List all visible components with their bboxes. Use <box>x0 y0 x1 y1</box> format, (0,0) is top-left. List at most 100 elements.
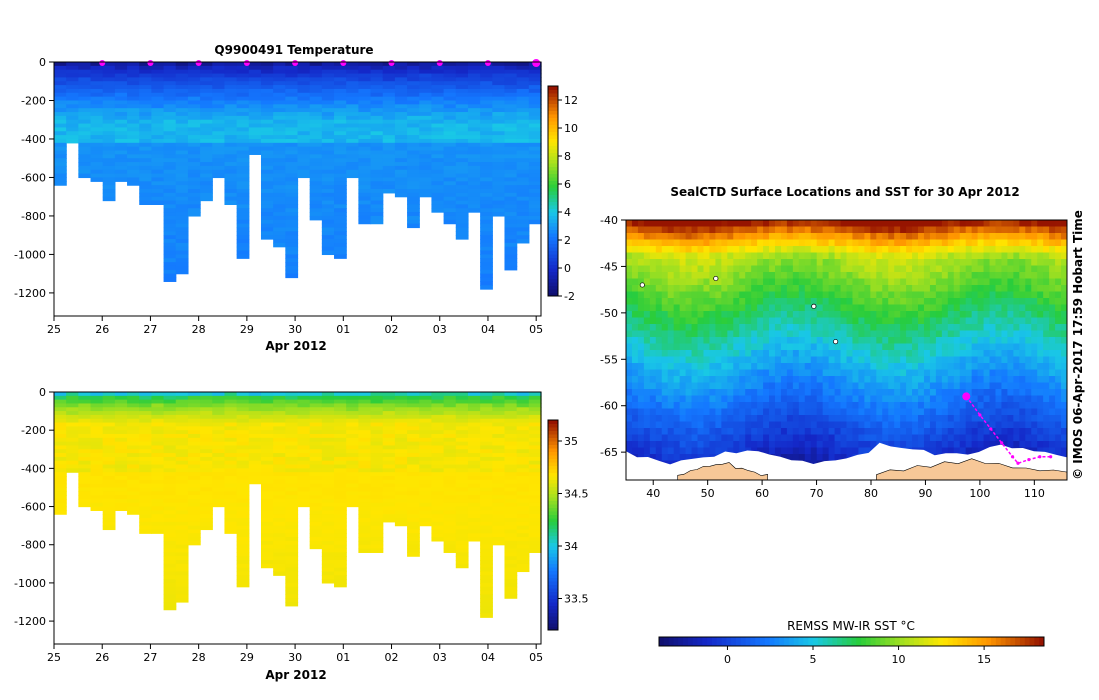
profile-cell <box>516 468 530 473</box>
profile-cell <box>394 422 408 427</box>
sst-cell <box>798 220 806 227</box>
profile-cell <box>273 552 286 557</box>
profile-cell <box>224 525 238 531</box>
profile-cell <box>492 414 506 420</box>
sst-cell <box>703 239 710 247</box>
profile-cell <box>90 142 104 148</box>
sst-cell <box>918 272 925 279</box>
sst-cell <box>715 330 722 338</box>
sst-cell <box>1013 246 1020 253</box>
profile-cell <box>370 529 384 534</box>
profile-cell <box>175 119 189 125</box>
profile-cell <box>321 154 335 159</box>
profile-cell <box>455 85 469 90</box>
profile-cell <box>309 119 323 125</box>
profile-cell <box>394 146 408 152</box>
sst-cell <box>649 278 657 286</box>
profile-cell <box>334 468 347 473</box>
profile-cell <box>127 456 140 462</box>
profile-cell <box>187 487 201 492</box>
profile-cell <box>236 246 250 252</box>
profile-cell <box>139 403 153 408</box>
sst-cell <box>935 239 943 247</box>
profile-cell <box>334 441 347 447</box>
profile-cell <box>54 177 67 182</box>
sst-cell <box>703 324 710 331</box>
sst-cell <box>792 298 800 305</box>
sst-cell <box>757 239 764 247</box>
profile-cell <box>90 81 104 86</box>
profile-cell <box>370 540 384 546</box>
profile-cell <box>455 112 469 117</box>
profile-cell <box>66 92 79 98</box>
profile-cell <box>163 430 177 435</box>
sst-cell <box>631 291 639 299</box>
profile-cell <box>236 104 250 109</box>
sst-cell <box>1013 343 1020 351</box>
colorbar-swatch <box>548 609 558 613</box>
sst-cell <box>816 259 824 266</box>
profile-cell <box>90 426 104 431</box>
profile-cell <box>431 472 445 477</box>
profile-cell <box>321 223 335 229</box>
sst-cell <box>888 220 895 227</box>
sst-cell <box>786 220 794 227</box>
sst-cell <box>828 220 836 227</box>
profile-cell <box>443 510 457 515</box>
profile-cell <box>480 411 493 416</box>
profile-cell <box>285 430 299 435</box>
profile-cell <box>516 231 530 236</box>
sst-cell <box>685 304 693 312</box>
profile-cell <box>297 96 311 102</box>
profile-cell <box>260 506 274 511</box>
sst-cell <box>864 239 871 247</box>
sst-cell <box>870 304 877 312</box>
profile-cell <box>407 540 420 546</box>
profile-cell <box>504 430 518 435</box>
sst-cell <box>727 337 734 344</box>
profile-cell <box>78 498 92 504</box>
colorbar-swatch <box>548 110 558 115</box>
profile-cell <box>236 510 250 515</box>
profile-cell <box>321 138 335 144</box>
profile-cell <box>480 613 493 618</box>
profile-cell <box>407 69 420 75</box>
sst-cell <box>1055 285 1062 292</box>
profile-cell <box>175 77 189 82</box>
colorbar-swatch <box>548 560 558 564</box>
sst-cell <box>929 311 937 318</box>
profile-cell <box>273 392 286 397</box>
profile-cell <box>358 219 372 225</box>
profile-cell <box>455 422 469 427</box>
profile-cell <box>528 456 542 462</box>
profile-cell <box>151 81 165 86</box>
profile-cell <box>127 127 140 132</box>
colorbar-swatch <box>548 243 558 248</box>
profile-cell <box>455 154 469 159</box>
profile-cell <box>346 162 359 167</box>
sst-cell <box>918 298 925 305</box>
profile-cell <box>492 392 506 397</box>
profile-cell <box>224 422 238 427</box>
sst-cell <box>834 317 842 325</box>
profile-cell <box>480 81 493 86</box>
profile-cell <box>394 192 408 198</box>
sst-cell <box>1025 272 1032 279</box>
profile-cell <box>431 453 445 458</box>
sst-cell <box>1055 291 1062 299</box>
sst-cell <box>1037 239 1044 247</box>
sst-cell <box>906 265 913 273</box>
profile-cell <box>236 65 250 71</box>
profile-cell <box>467 62 481 67</box>
profile-cell <box>321 200 335 205</box>
profile-cell <box>443 414 457 420</box>
profile-cell <box>467 173 481 179</box>
profile-cell <box>309 131 323 136</box>
profile-cell <box>175 487 189 492</box>
x-tick-label: 26 <box>95 323 109 336</box>
sst-cell <box>745 252 752 260</box>
profile-cell <box>273 479 286 485</box>
colorbar-swatch <box>548 595 558 599</box>
sst-cell <box>769 311 776 318</box>
sst-cell <box>798 311 806 318</box>
